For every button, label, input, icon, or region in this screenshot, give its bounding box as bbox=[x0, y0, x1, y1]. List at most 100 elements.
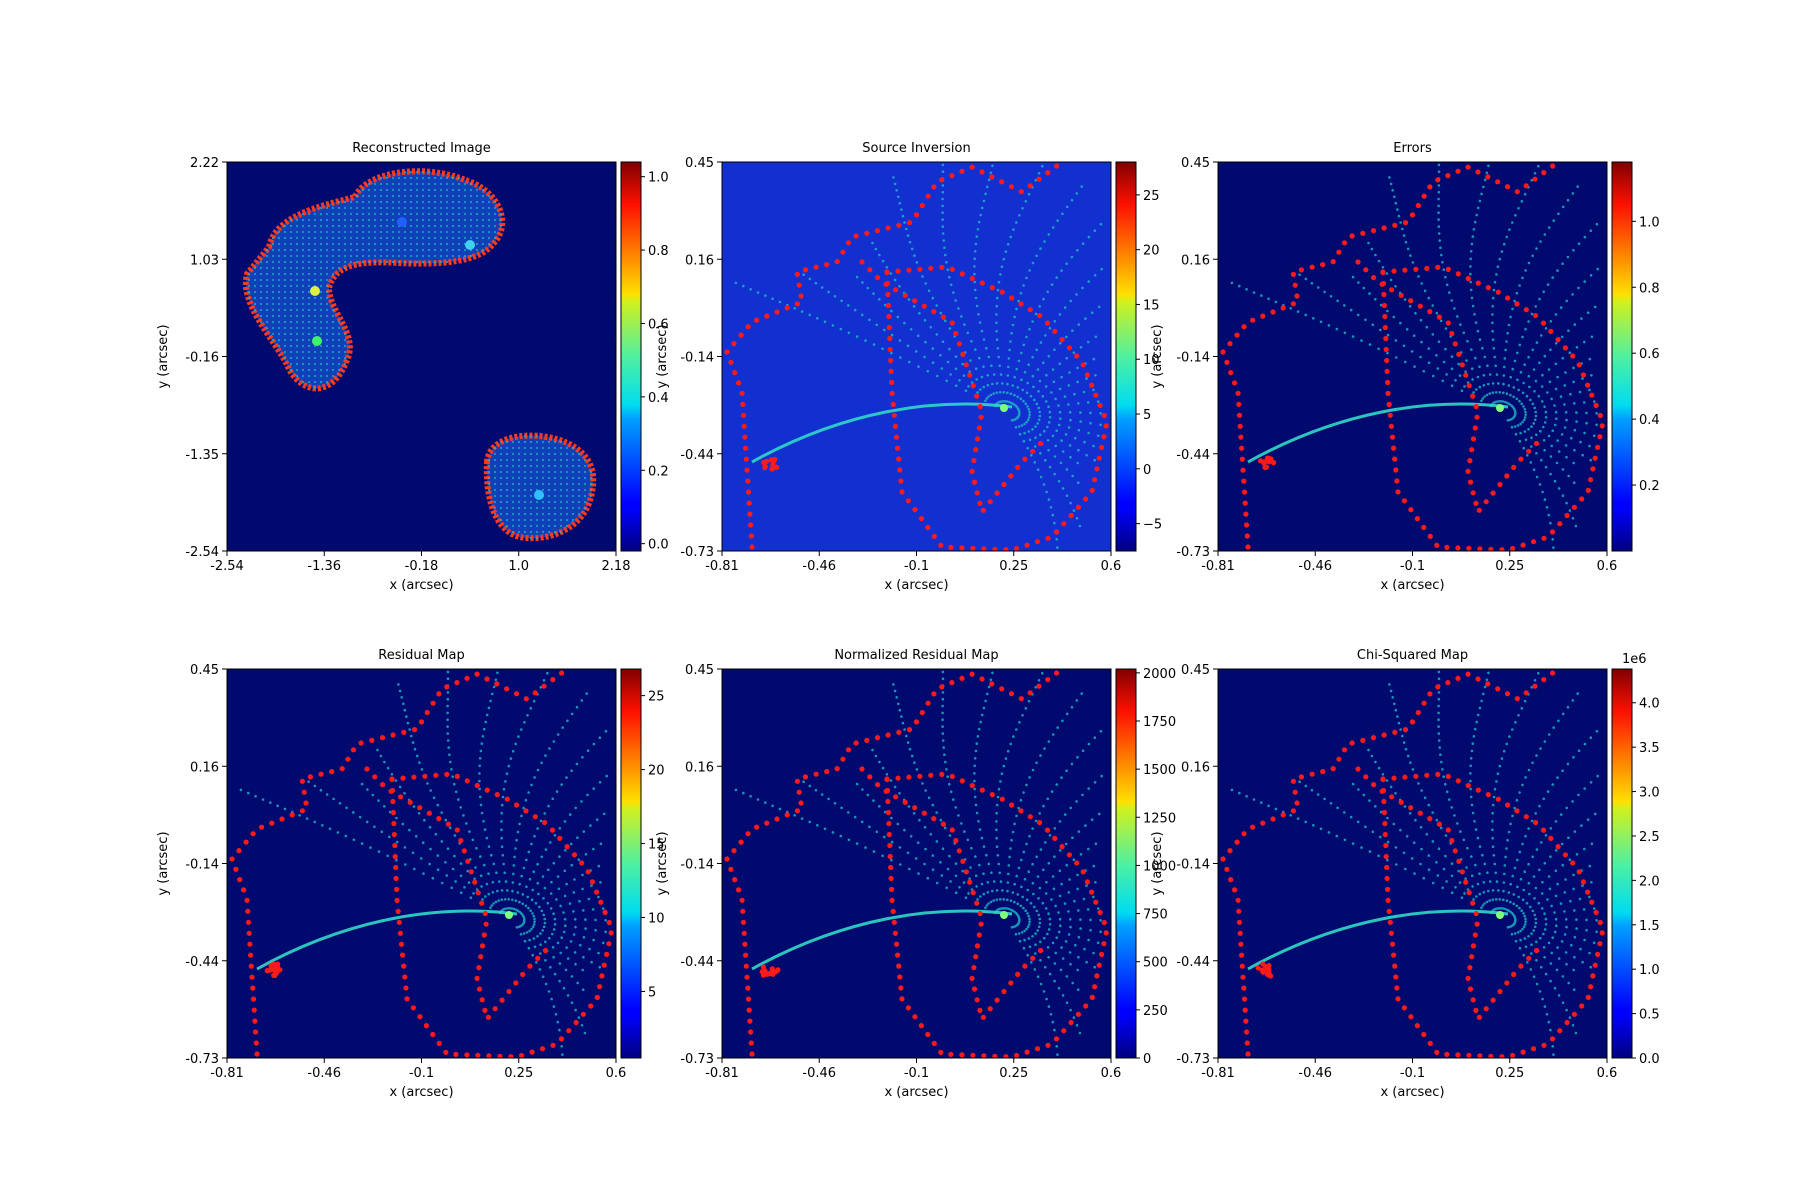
colorbar-gradient bbox=[1115, 161, 1137, 552]
x-axis-label: x (arcsec) bbox=[1380, 1085, 1444, 1100]
y-tick-label: -0.16 bbox=[185, 351, 219, 366]
y-tick-label: -0.14 bbox=[680, 858, 714, 873]
y-tick-label: 0.16 bbox=[1181, 760, 1210, 775]
x-tick-label: 0.6 bbox=[1101, 559, 1122, 574]
counter-image bbox=[483, 432, 597, 542]
colorbar-label: y (arcsec) bbox=[655, 324, 670, 388]
y-tick-label: 0.45 bbox=[685, 156, 714, 171]
colorbar-tick-label: 1.0 bbox=[1639, 963, 1660, 978]
subplot-title: Errors bbox=[1393, 141, 1432, 156]
y-tick-label: -0.44 bbox=[1176, 448, 1210, 463]
bright-knot bbox=[534, 490, 544, 500]
y-tick-label: -0.44 bbox=[680, 448, 714, 463]
x-tick-label: -0.46 bbox=[1298, 1066, 1332, 1081]
x-tick-label: 0.6 bbox=[1101, 1066, 1122, 1081]
x-tick-label: 0.25 bbox=[1495, 559, 1524, 574]
colorbar-tick-label: 1750 bbox=[1143, 715, 1176, 730]
colorbar-tick-label: 0.8 bbox=[648, 244, 669, 259]
colorbar-tick-label: 0 bbox=[1143, 1052, 1151, 1067]
y-tick-label: -0.73 bbox=[1176, 545, 1210, 560]
subplot-1: Reconstructed Image -2.54 -1.36 -0.18 1.0 2.1… bbox=[156, 141, 670, 593]
y-tick-label: -0.44 bbox=[680, 955, 714, 970]
plot-area bbox=[1220, 163, 1605, 551]
source-pixels bbox=[1230, 670, 1599, 1056]
colorbar-tick-label: 10 bbox=[648, 911, 665, 926]
subplot-title: Residual Map bbox=[378, 648, 464, 663]
y-tick-label: -0.44 bbox=[1176, 955, 1210, 970]
x-axis-label: x (arcsec) bbox=[389, 578, 453, 593]
border-points bbox=[724, 163, 1109, 551]
colorbar-tick-label: 25 bbox=[648, 690, 665, 705]
colorbar-tick-label: 1.0 bbox=[1639, 215, 1660, 230]
colorbar-offset: 1e6 bbox=[1622, 652, 1647, 667]
y-axis-label: y (arcsec) bbox=[156, 324, 171, 388]
x-axis-label: x (arcsec) bbox=[389, 1085, 453, 1100]
colorbar-tick-label: 1.0 bbox=[648, 171, 669, 186]
subplot-5: Normalized Residual Map -0.81 -0.46 -0.1 0.2… bbox=[680, 648, 1176, 1100]
colorbar-tick-label: 3.0 bbox=[1639, 786, 1660, 801]
colorbar-tick-label: 5 bbox=[1143, 408, 1151, 423]
subplot-3: Errors -0.81 -0.46 -0.1 0.25 0.6 0.45 0.16 -0.14… bbox=[1176, 141, 1659, 593]
colorbar-gradient bbox=[1115, 668, 1137, 1059]
colorbar-tick-label: 1250 bbox=[1143, 811, 1176, 826]
x-tick-label: -0.46 bbox=[1298, 559, 1332, 574]
source-pixels bbox=[734, 163, 1103, 549]
x-tick-label: 0.25 bbox=[504, 1066, 533, 1081]
x-tick-label: 0.25 bbox=[1495, 1066, 1524, 1081]
colorbar-tick-label: 250 bbox=[1143, 1004, 1168, 1019]
colorbar-tick-label: 2000 bbox=[1143, 667, 1176, 682]
y-tick-label: 0.16 bbox=[685, 760, 714, 775]
caustic-peak bbox=[505, 911, 513, 919]
colorbar-gradient bbox=[1611, 668, 1633, 1059]
y-tick-label: 1.03 bbox=[190, 253, 219, 268]
border-points bbox=[1220, 163, 1605, 551]
x-axis-label: x (arcsec) bbox=[884, 578, 948, 593]
colorbar: 5 10 15 20 25 y (arcsec) bbox=[620, 668, 670, 1059]
border-points bbox=[229, 670, 614, 1058]
subplot-title: Source Inversion bbox=[862, 141, 970, 156]
x-tick-label: -0.81 bbox=[210, 1066, 244, 1081]
pixel-grid bbox=[247, 170, 593, 540]
colorbar-label: y (arcsec) bbox=[1150, 324, 1165, 388]
colorbar-tick-label: 0.4 bbox=[1639, 413, 1660, 428]
x-tick-label: -0.81 bbox=[1201, 1066, 1235, 1081]
x-tick-label: -0.81 bbox=[1201, 559, 1235, 574]
bright-knot bbox=[465, 240, 475, 250]
subplot-6: Chi-Squared Map -0.81 -0.46 -0.1 0.25 0.6 0.45… bbox=[1176, 648, 1659, 1100]
y-tick-label: -2.54 bbox=[185, 545, 219, 560]
x-tick-label: -0.1 bbox=[1400, 559, 1425, 574]
y-tick-label: -0.73 bbox=[185, 1052, 219, 1067]
colorbar-tick-label: −5 bbox=[1143, 518, 1162, 533]
x-tick-label: 2.18 bbox=[602, 559, 631, 574]
x-axis-label: x (arcsec) bbox=[1380, 578, 1444, 593]
colorbar: 0.0 0.2 0.4 0.6 0.8 1.0 y (arcsec) bbox=[620, 161, 670, 553]
x-tick-label: 0.25 bbox=[999, 1066, 1028, 1081]
subplot-4: Residual Map -0.81 -0.46 -0.1 0.25 0.6 0.45 0.1… bbox=[156, 648, 670, 1100]
y-tick-label: -0.14 bbox=[1176, 858, 1210, 873]
colorbar-label: y (arcsec) bbox=[655, 831, 670, 895]
y-tick-label: 0.16 bbox=[190, 760, 219, 775]
source-pixels bbox=[1230, 163, 1599, 549]
x-tick-label: -0.1 bbox=[904, 1066, 929, 1081]
plot-area bbox=[229, 670, 614, 1058]
plot-area bbox=[724, 163, 1109, 551]
colorbar-tick-label: 0.6 bbox=[648, 317, 669, 332]
y-tick-label: -0.14 bbox=[185, 858, 219, 873]
y-tick-label: -0.73 bbox=[680, 1052, 714, 1067]
y-tick-label: 2.22 bbox=[190, 156, 219, 171]
colorbar: 0 250 500 750 1000 1250 1500 1750 2000 y (arcsec) bbox=[1115, 667, 1176, 1067]
x-tick-label: 0.6 bbox=[606, 1066, 627, 1081]
y-tick-label: -0.73 bbox=[1176, 1052, 1210, 1067]
colorbar-tick-label: 0.6 bbox=[1639, 347, 1660, 362]
colorbar-gradient bbox=[1611, 161, 1633, 552]
colorbar: 0.0 0.5 1.0 1.5 2.0 2.5 3.0 3.5 4.0 1e6 bbox=[1611, 652, 1660, 1067]
x-tick-label: 0.6 bbox=[1597, 559, 1618, 574]
colorbar-tick-label: 0 bbox=[1143, 463, 1151, 478]
x-tick-label: -0.81 bbox=[705, 1066, 739, 1081]
colorbar: 0.2 0.4 0.6 0.8 1.0 bbox=[1611, 161, 1660, 552]
caustic-peak bbox=[1000, 911, 1008, 919]
y-tick-label: 0.16 bbox=[685, 253, 714, 268]
plot-background bbox=[1218, 162, 1607, 551]
colorbar-tick-label: 0.8 bbox=[1639, 281, 1660, 296]
